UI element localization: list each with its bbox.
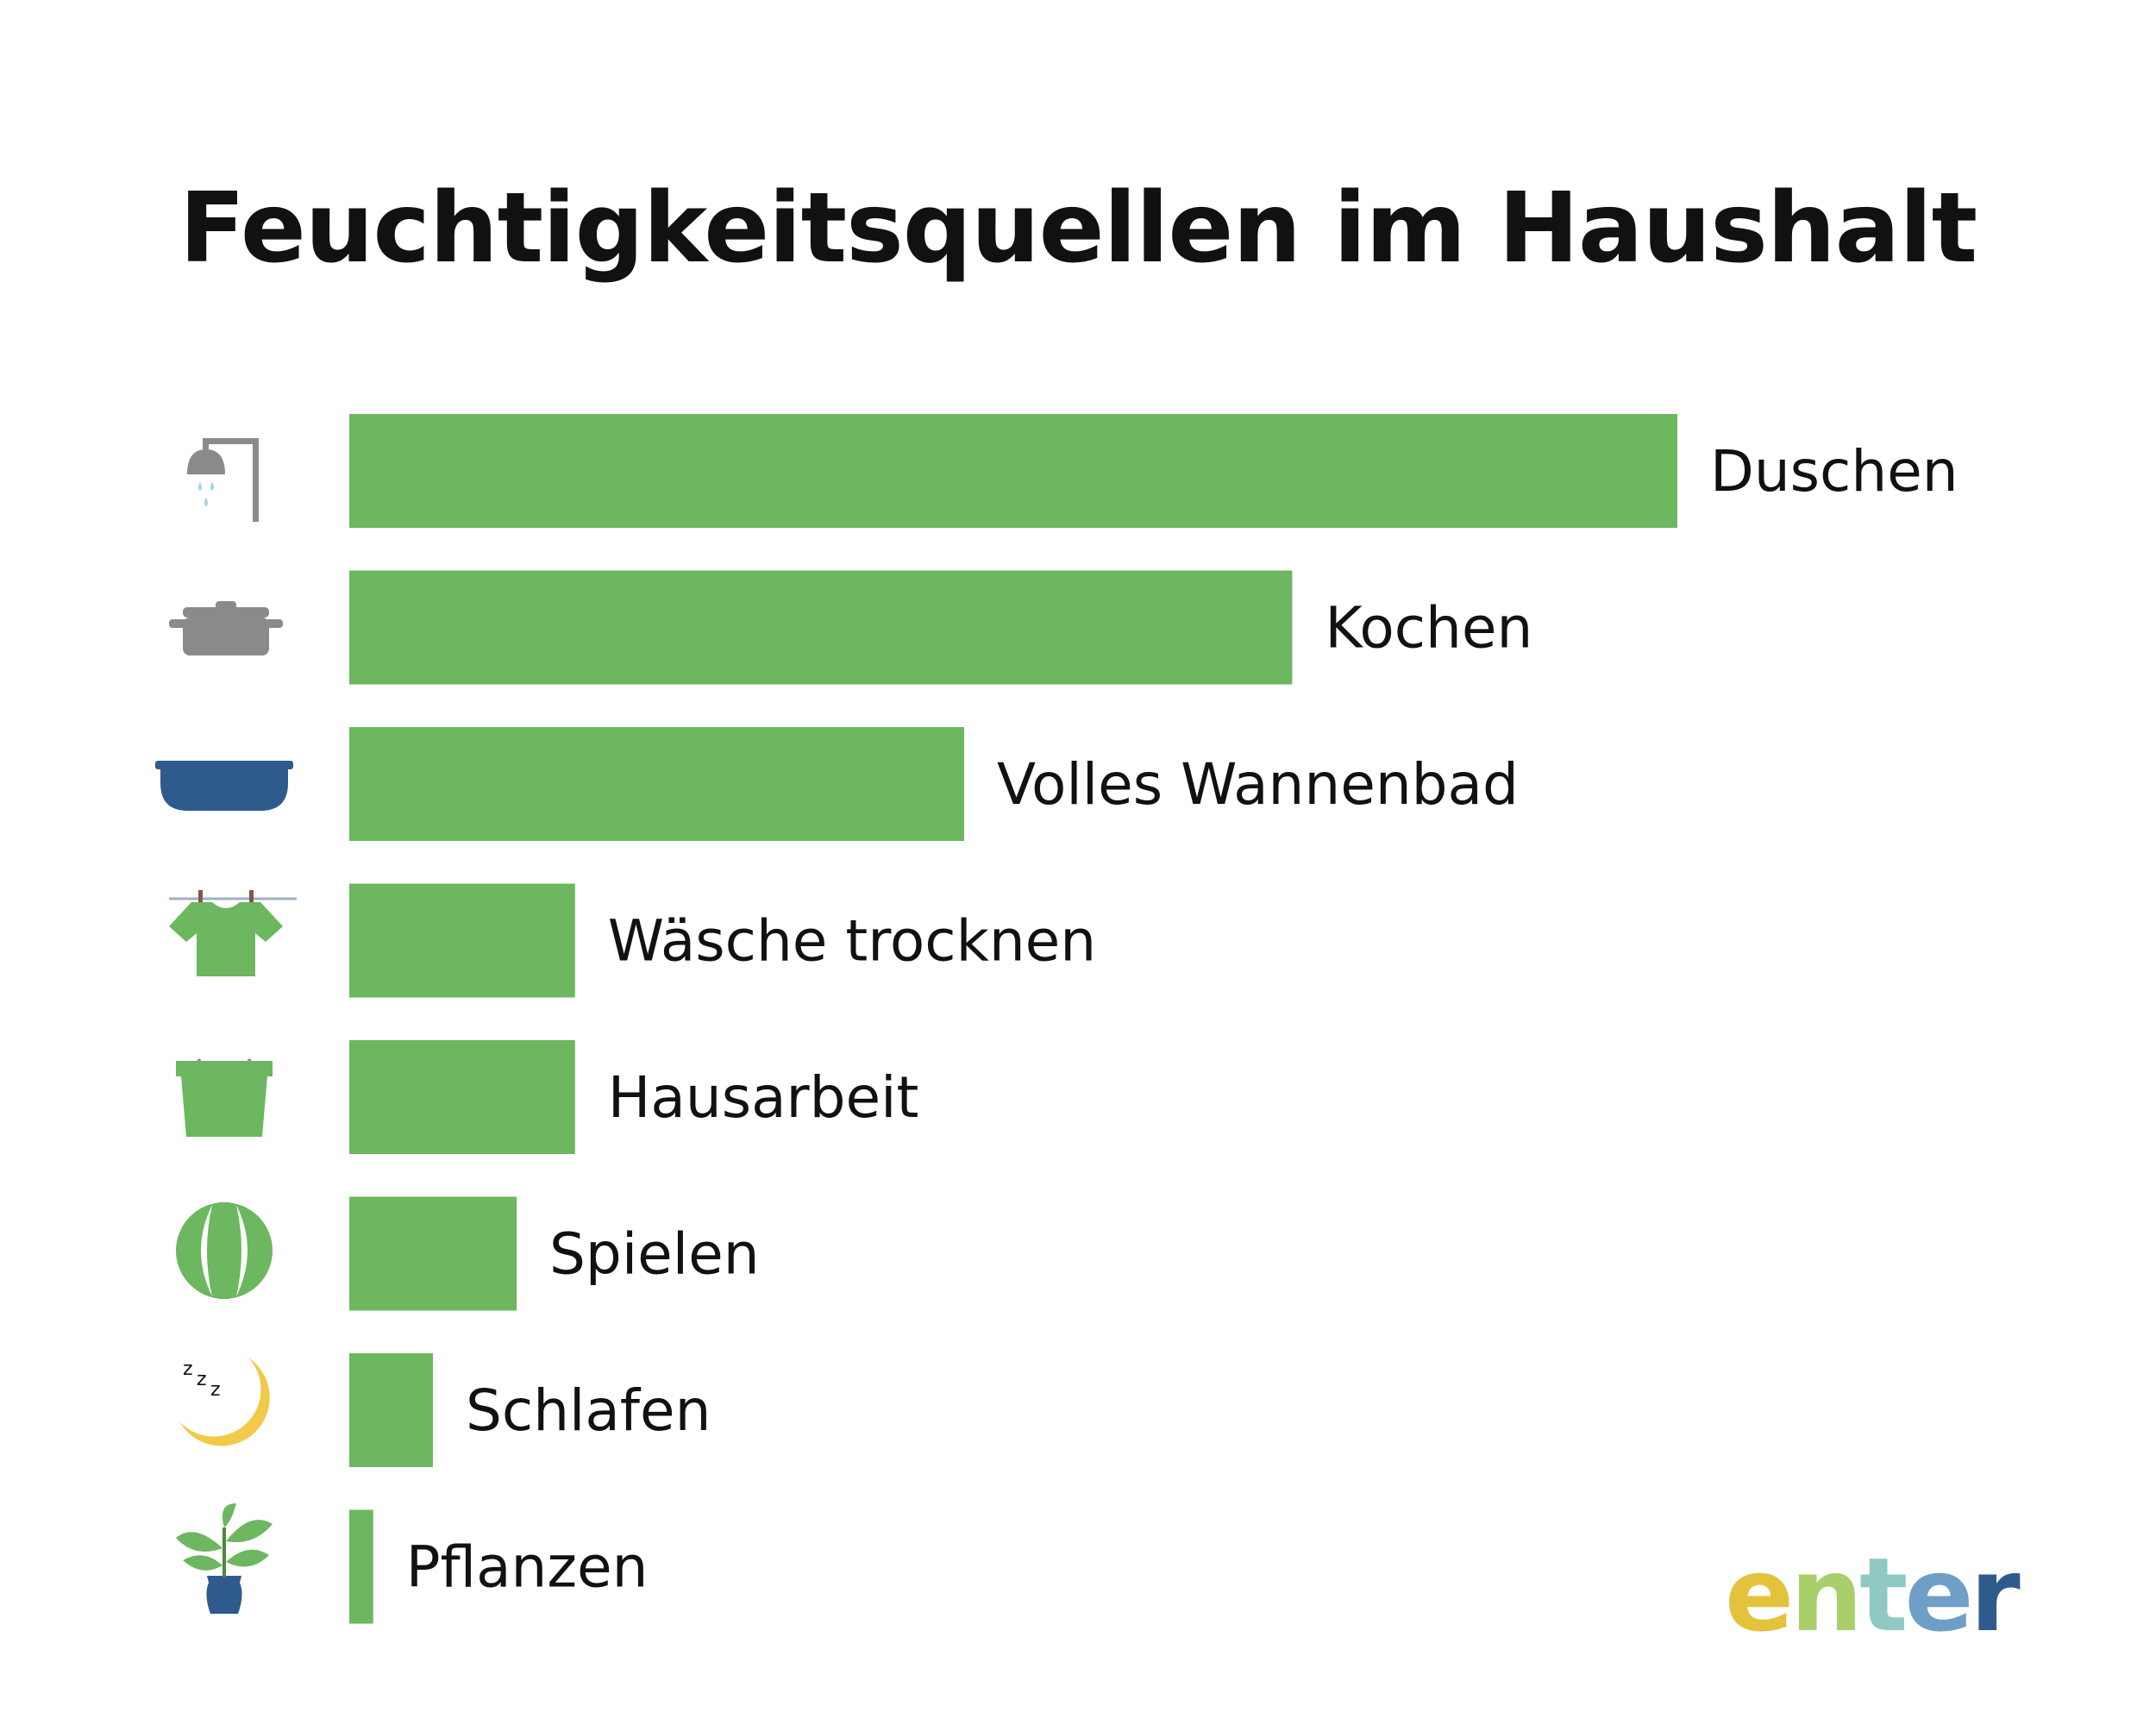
- plant-icon: [176, 1503, 273, 1614]
- bar-pflanzen: [349, 1509, 373, 1624]
- bar-label-waesche-trocknen: Wäsche trocknen: [608, 908, 1096, 975]
- bar-label-duschen: Duschen: [1710, 438, 1959, 505]
- bar-schlafen: [349, 1353, 434, 1467]
- svg-text:z: z: [210, 1379, 221, 1401]
- bar-duschen: [349, 414, 1677, 528]
- bar-label-pflanzen: Pflanzen: [406, 1534, 649, 1601]
- chart-title: Feuchtigkeitsquellen im Haushalt: [179, 172, 1977, 285]
- svg-text:z: z: [197, 1369, 207, 1390]
- bar-label-kochen: Kochen: [1325, 595, 1532, 662]
- enter-logo: enter: [1725, 1535, 2021, 1654]
- bar-label-hausarbeit: Hausarbeit: [608, 1064, 919, 1131]
- bar-label-volles-wannenbad: Volles Wannenbad: [997, 751, 1519, 818]
- sleeping-moon-icon: z z z: [179, 1358, 270, 1446]
- svg-text:z: z: [183, 1358, 193, 1380]
- bars-group: [349, 414, 1677, 1624]
- laundry-shirt-icon: [169, 890, 297, 976]
- pot-icon: [169, 601, 283, 656]
- bar-spielen: [349, 1196, 517, 1311]
- bar-waesche-trocknen: [349, 883, 575, 998]
- bucket-icon: [176, 1058, 273, 1137]
- bar-kochen: [349, 570, 1293, 685]
- bar-label-spielen: Spielen: [549, 1221, 760, 1288]
- bar-volles-wannenbad: [349, 727, 965, 841]
- category-icons: z z z: [155, 438, 297, 1614]
- bar-label-schlafen: Schlafen: [466, 1377, 711, 1444]
- bathtub-icon: [155, 761, 293, 811]
- bar-labels-group: Duschen Kochen Volles Wannenbad Wäsche troc…: [406, 438, 1959, 1601]
- bar-hausarbeit: [349, 1040, 575, 1154]
- ball-icon: [176, 1202, 273, 1299]
- shower-icon: [187, 438, 259, 522]
